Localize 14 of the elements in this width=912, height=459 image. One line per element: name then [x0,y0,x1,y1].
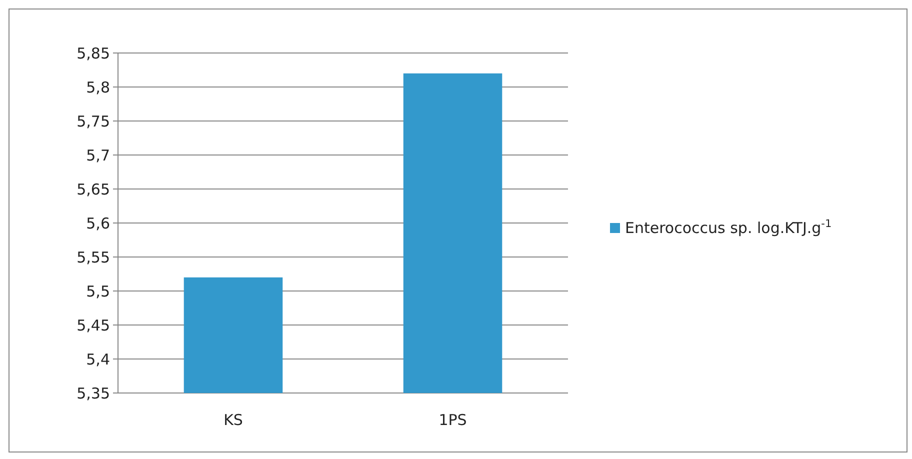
y-tick-label: 5,45 [76,316,110,334]
y-tick-label: 5,8 [86,78,110,96]
y-tick-label: 5,35 [76,384,110,402]
y-tick-label: 5,75 [76,112,110,130]
y-tick-label: 5,85 [76,44,110,62]
legend-label: Enterococcus sp. log.KTJ.g$^{-1}$ [625,218,832,237]
x-tick-label: 1PS [438,411,467,429]
y-tick-label: 5,7 [86,146,110,164]
y-tick-label: 5,55 [76,248,110,266]
y-tick-label: 5,4 [86,350,110,368]
x-tick-label: KS [224,411,243,429]
y-tick-label: 5,5 [86,282,110,300]
y-tick-label: 5,65 [76,180,110,198]
y-tick-label: 5,6 [86,214,110,232]
